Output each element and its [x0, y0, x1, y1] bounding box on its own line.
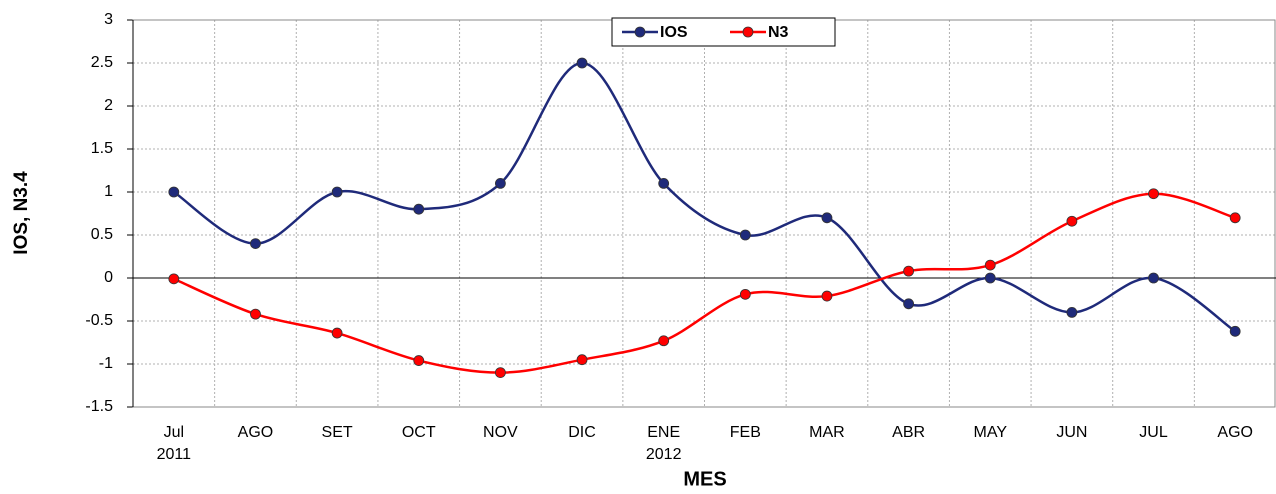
y-axis-title: IOS, N3.4 — [11, 171, 32, 255]
legend-label: IOS — [660, 24, 688, 41]
y-tick-label: 3 — [104, 11, 113, 28]
legend-label: N3 — [768, 24, 789, 41]
y-tick-label: 1.5 — [91, 140, 113, 157]
data-point — [250, 238, 261, 250]
data-point — [739, 229, 751, 241]
series-line — [173, 192, 1236, 374]
y-tick-label: 2.5 — [91, 54, 113, 71]
x-tick-label: JUL — [1139, 424, 1168, 441]
y-tick-label: 1 — [104, 183, 113, 200]
data-point — [494, 367, 506, 379]
data-point — [1229, 212, 1241, 224]
data-point — [984, 272, 996, 284]
data-point — [494, 177, 506, 189]
x-tick-label: DIC — [568, 424, 596, 441]
x-tick-label: MAY — [974, 424, 1008, 441]
data-point — [1148, 188, 1159, 200]
data-point — [168, 186, 180, 198]
x-tick-sublabel: 2012 — [646, 446, 682, 463]
data-point — [413, 355, 425, 366]
x-tick-label: OCT — [402, 424, 436, 441]
x-axis-title: MES — [683, 468, 726, 489]
data-point — [821, 212, 833, 224]
series-line — [173, 61, 1236, 333]
data-point — [413, 203, 425, 215]
x-tick-label: SET — [322, 424, 353, 441]
data-point — [250, 308, 261, 320]
data-point — [1066, 215, 1078, 227]
legend-box — [611, 17, 836, 47]
x-tick-label: JUN — [1056, 424, 1087, 441]
data-point — [331, 327, 343, 339]
legend-marker — [742, 26, 754, 38]
x-tick-label: MAR — [809, 424, 845, 441]
legend-marker — [634, 26, 646, 38]
x-tick-label: NOV — [483, 424, 518, 441]
data-point — [1066, 306, 1078, 318]
x-tick-label: Jul — [164, 424, 184, 441]
x-tick-label: ENE — [647, 424, 680, 441]
x-tick-label: ABR — [892, 424, 925, 441]
data-point — [739, 288, 751, 300]
data-point — [658, 335, 670, 347]
data-point — [168, 273, 180, 285]
data-point — [658, 177, 670, 189]
y-tick-label: -0.5 — [85, 312, 113, 329]
y-tick-label: -1 — [99, 355, 113, 372]
y-tick-label: -1.5 — [85, 398, 113, 415]
data-point — [331, 186, 343, 198]
data-point — [821, 290, 833, 302]
y-tick-label: 2 — [104, 97, 113, 114]
x-tick-label: AGO — [1217, 424, 1253, 441]
y-tick-label: 0 — [104, 269, 113, 286]
data-point — [1148, 272, 1159, 284]
data-point — [576, 57, 588, 69]
data-point — [984, 259, 996, 271]
x-tick-label: AGO — [238, 424, 274, 441]
data-point — [576, 354, 588, 366]
data-point — [1229, 325, 1241, 337]
x-tick-sublabel: 2011 — [157, 446, 192, 463]
data-point — [903, 265, 915, 277]
x-tick-label: FEB — [730, 424, 761, 441]
data-point — [903, 298, 915, 310]
legend: IOS N3 — [611, 17, 836, 47]
y-tick-label: 0.5 — [91, 226, 113, 243]
